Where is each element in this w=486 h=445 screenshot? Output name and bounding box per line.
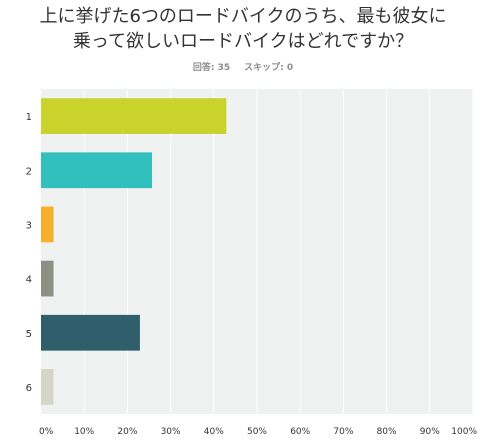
bar-2 bbox=[41, 152, 153, 189]
category-label: 3 bbox=[26, 220, 32, 231]
question-title: 上に挙げた6つのロードバイクのうち、最も彼女に 乗って欲しいロードバイクはどれで… bbox=[0, 4, 486, 54]
category-label: 6 bbox=[26, 383, 32, 394]
x-axis-tick-labels: 0% 10% 20% 30% 40% 50% 60% 70% 80% 90% 100% bbox=[39, 427, 477, 437]
x-tick-label: 0% bbox=[39, 427, 54, 437]
question-title-line-1: 上に挙げた6つのロードバイクのうち、最も彼女に bbox=[39, 6, 447, 27]
x-tick-label: 30% bbox=[161, 427, 181, 437]
bar-4 bbox=[41, 260, 54, 297]
response-stats: 回答: 35 スキップ: 0 bbox=[0, 60, 486, 73]
x-tick-label: 40% bbox=[204, 427, 224, 437]
category-label: 1 bbox=[26, 112, 32, 123]
x-tick-label: 70% bbox=[333, 427, 353, 437]
question-title-line-2: 乗って欲しいロードバイクはどれですか？ bbox=[72, 31, 414, 52]
bar-1 bbox=[41, 98, 227, 134]
gridlines bbox=[83, 89, 474, 414]
x-tick-label: 80% bbox=[377, 427, 397, 437]
x-tick-label: 50% bbox=[247, 427, 267, 437]
x-tick-label: 100% bbox=[451, 427, 477, 437]
x-tick-label: 20% bbox=[117, 427, 137, 437]
answered-count: 回答: 35 bbox=[192, 63, 231, 73]
skipped-count: スキップ: 0 bbox=[244, 63, 294, 73]
x-tick-label: 10% bbox=[74, 427, 94, 437]
category-label: 2 bbox=[26, 166, 32, 177]
category-labels: 1 2 3 4 5 6 bbox=[26, 112, 32, 394]
bar-3 bbox=[41, 206, 54, 243]
x-tick-label: 90% bbox=[420, 427, 440, 437]
x-tick-label: 60% bbox=[290, 427, 310, 437]
bars bbox=[41, 98, 227, 405]
bar-5 bbox=[41, 314, 140, 351]
category-label: 4 bbox=[26, 275, 32, 286]
bar-6 bbox=[41, 369, 54, 405]
category-label: 5 bbox=[26, 329, 32, 340]
